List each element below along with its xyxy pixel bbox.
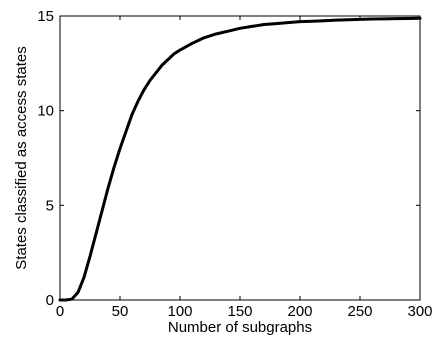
x-tick-label: 300 (407, 303, 432, 320)
y-axis-title: States classified as access states (13, 46, 30, 269)
y-tick-label: 15 (37, 8, 54, 25)
y-tick-label: 5 (46, 197, 54, 214)
x-tick-label: 50 (112, 303, 129, 320)
series-layer (58, 16, 422, 302)
plot-area-border (59, 15, 421, 301)
x-tick-label: 0 (56, 303, 64, 320)
x-tick-label: 200 (287, 303, 312, 320)
y-tick-label: 0 (46, 292, 54, 309)
x-tick-label: 100 (167, 303, 192, 320)
x-tick-label: 250 (347, 303, 372, 320)
series-line (58, 16, 422, 302)
x-tick-label: 150 (227, 303, 252, 320)
x-axis-title: Number of subgraphs (168, 319, 312, 336)
y-axis-ticks: 0 5 10 15 (37, 8, 420, 309)
x-axis-ticks: 0 50 100 150 200 250 300 (56, 16, 433, 320)
y-tick-label: 10 (37, 103, 54, 120)
plot-frame (59, 15, 421, 301)
